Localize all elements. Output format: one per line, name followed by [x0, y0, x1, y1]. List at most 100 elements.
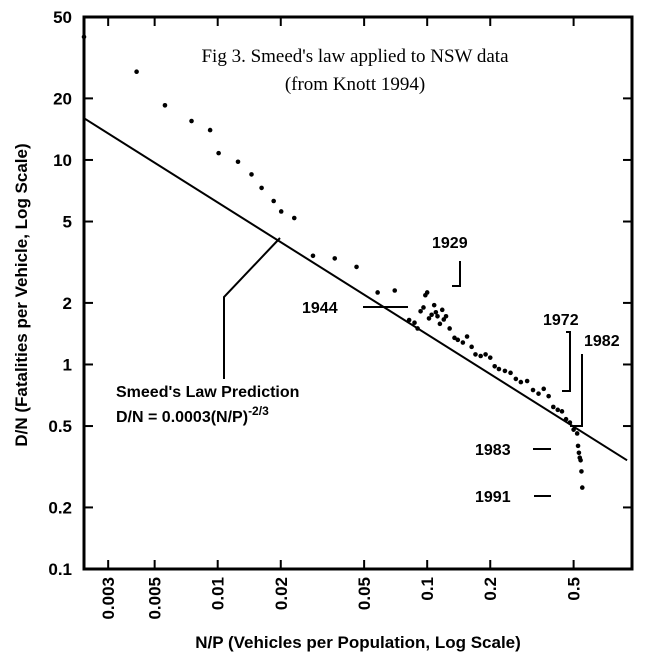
data-point	[431, 302, 437, 308]
y-axis-label: D/N (Fatalities per Vehicle, Log Scale)	[12, 143, 31, 446]
annotations-layer: 1929 1944 1972 1982 1983 1991	[302, 235, 620, 506]
data-point	[443, 314, 449, 319]
data-point	[259, 185, 264, 191]
law-layer	[83, 117, 628, 462]
data-point	[291, 215, 297, 221]
data-point	[513, 376, 519, 382]
data-point	[478, 353, 483, 359]
y-tick-label: 5	[63, 213, 72, 232]
annotation-leader-1929	[452, 261, 461, 287]
x-tick-label: 0.05	[355, 577, 374, 610]
data-point	[412, 320, 417, 326]
data-point	[455, 337, 461, 343]
data-point	[439, 307, 445, 313]
data-point	[134, 69, 139, 75]
law-label: Smeed's Law Prediction	[116, 384, 299, 401]
y-tick-label: 0.1	[48, 560, 72, 579]
y-tick-label: 10	[53, 151, 72, 170]
y-tick-label: 1	[63, 355, 72, 374]
data-point	[424, 290, 430, 295]
data-point	[429, 312, 434, 318]
law-formula: D/N = 0.0003(N/P)-2/3	[116, 404, 269, 426]
data-point	[483, 352, 488, 357]
annotation-label-1983: 1983	[475, 442, 511, 459]
data-point	[502, 368, 508, 374]
data-point	[310, 253, 316, 259]
data-point	[579, 469, 584, 474]
data-point	[555, 407, 561, 413]
data-point	[189, 118, 194, 124]
data-point	[551, 404, 556, 410]
data-point	[464, 334, 470, 339]
data-point	[435, 314, 440, 319]
data-point	[332, 256, 338, 261]
data-point	[559, 409, 565, 414]
y-tick-label: 20	[53, 89, 72, 108]
data-point	[536, 391, 541, 396]
data-point	[492, 363, 497, 369]
law-formula-main: D/N = 0.0003(N/P)	[116, 409, 248, 426]
x-tick-label: 0.01	[209, 577, 228, 610]
data-point	[574, 431, 580, 436]
data-point	[563, 416, 569, 422]
data-point	[567, 420, 573, 425]
annotation-label-1991: 1991	[475, 489, 511, 506]
x-tick-label: 0.02	[272, 577, 291, 610]
x-tick-label: 0.5	[565, 577, 584, 601]
x-tick-label: 0.003	[99, 577, 118, 620]
data-point	[278, 209, 284, 214]
data-point	[575, 443, 581, 449]
data-point	[496, 366, 502, 372]
data-point	[437, 321, 443, 327]
annotation-label-1982: 1982	[584, 333, 620, 350]
data-point	[433, 309, 439, 315]
data-point	[271, 198, 276, 204]
chart-subtitle: (from Knott 1994)	[285, 74, 425, 95]
data-point	[452, 335, 457, 341]
x-tick-label: 0.005	[146, 577, 165, 620]
data-point	[447, 326, 452, 331]
x-tick-label: 0.1	[418, 577, 437, 601]
data-point	[249, 172, 254, 177]
y-tick-label: 0.2	[48, 498, 72, 517]
data-point	[473, 352, 478, 357]
data-point	[571, 427, 576, 432]
data-point	[578, 458, 583, 463]
data-point	[524, 378, 530, 384]
data-point	[541, 386, 547, 392]
plot-frame	[82, 15, 634, 571]
annotation-label-1944: 1944	[302, 300, 338, 317]
data-point	[216, 150, 221, 156]
data-point	[354, 264, 359, 270]
ticks-layer: 0.003 0.005 0.01 0.02 0.05 0.1 0.2 0.5 0.1 0.2 0.5…	[48, 8, 632, 620]
smeed-law-line	[83, 117, 628, 462]
data-point	[426, 316, 432, 321]
data-point	[392, 288, 398, 293]
data-point	[487, 355, 493, 360]
points-layer	[81, 34, 585, 490]
data-point	[415, 326, 420, 331]
data-point	[469, 344, 474, 350]
annotation-leader-1972	[562, 331, 571, 392]
data-point	[579, 485, 585, 490]
data-point	[518, 379, 524, 385]
data-point	[576, 450, 582, 456]
annotation-label-1972: 1972	[543, 312, 579, 329]
chart-title: Fig 3. Smeed's law applied to NSW data	[201, 46, 509, 67]
data-point	[207, 127, 213, 133]
data-point	[418, 308, 423, 314]
y-tick-label: 50	[53, 8, 72, 27]
data-point	[375, 290, 380, 295]
annotation-leader-1982	[570, 354, 583, 427]
law-callout-leader	[223, 237, 281, 379]
data-point	[546, 393, 551, 399]
annotation-label-1929: 1929	[432, 235, 468, 252]
x-axis-label: N/P (Vehicles per Population, Log Scale)	[195, 633, 521, 652]
data-point	[406, 317, 412, 323]
data-point	[235, 159, 241, 165]
data-point	[530, 387, 536, 393]
y-tick-label: 0.5	[48, 417, 72, 436]
x-tick-label: 0.2	[481, 577, 500, 601]
data-point	[421, 305, 426, 310]
